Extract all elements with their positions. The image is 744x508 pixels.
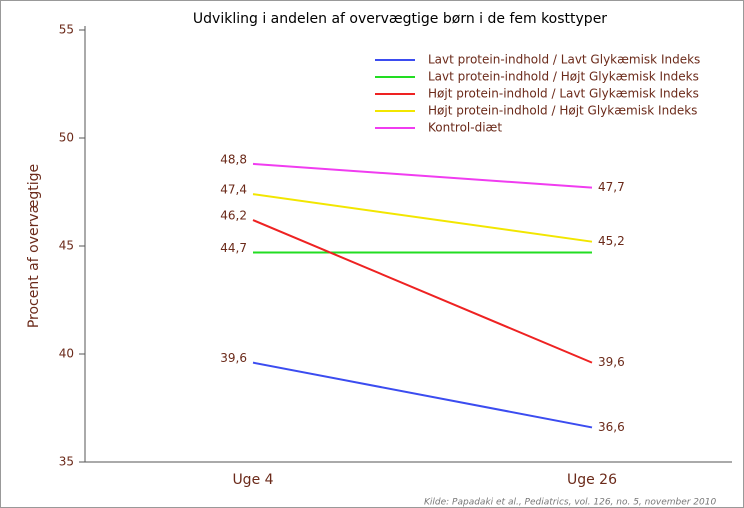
value-label: 39,6: [220, 351, 247, 365]
legend-label: Kontrol-diæt: [428, 121, 502, 135]
y-tick-label: 45: [59, 239, 74, 253]
series-line: [252, 193, 593, 243]
y-tick-label: 55: [59, 23, 74, 37]
legend-label: Højt protein-indhold / Lavt Glykæmisk In…: [428, 87, 699, 101]
series-line: [252, 162, 593, 189]
legend-label: Højt protein-indhold / Højt Glykæmisk In…: [428, 104, 697, 118]
x-tick-label: Uge 26: [567, 472, 617, 488]
value-label: 46,2: [220, 209, 247, 223]
legend-label: Lavt protein-indhold / Lavt Glykæmisk In…: [428, 53, 700, 67]
y-axis-label: Procent af overvægtige: [26, 164, 42, 328]
source: Kilde: Papadaki et al., Pediatrics, vol.…: [424, 498, 716, 508]
y-tick-label: 35: [59, 455, 74, 469]
value-label: 48,8: [220, 152, 247, 166]
chart-title: Udvikling i andelen af overvægtige børn …: [193, 11, 607, 27]
value-label: 47,7: [598, 180, 625, 194]
value-label: 45,2: [598, 234, 625, 248]
y-tick-label: 40: [59, 347, 74, 361]
value-label: 44,7: [220, 241, 247, 255]
value-label: 39,6: [598, 355, 625, 369]
value-label: 47,4: [220, 183, 247, 197]
y-tick-label: 50: [59, 131, 74, 145]
series-line: [252, 361, 593, 429]
x-tick-label: Uge 4: [232, 472, 273, 488]
value-label: 36,6: [598, 420, 625, 434]
legend-label: Lavt protein-indhold / Højt Glykæmisk In…: [428, 70, 699, 84]
series-line: [252, 219, 593, 364]
